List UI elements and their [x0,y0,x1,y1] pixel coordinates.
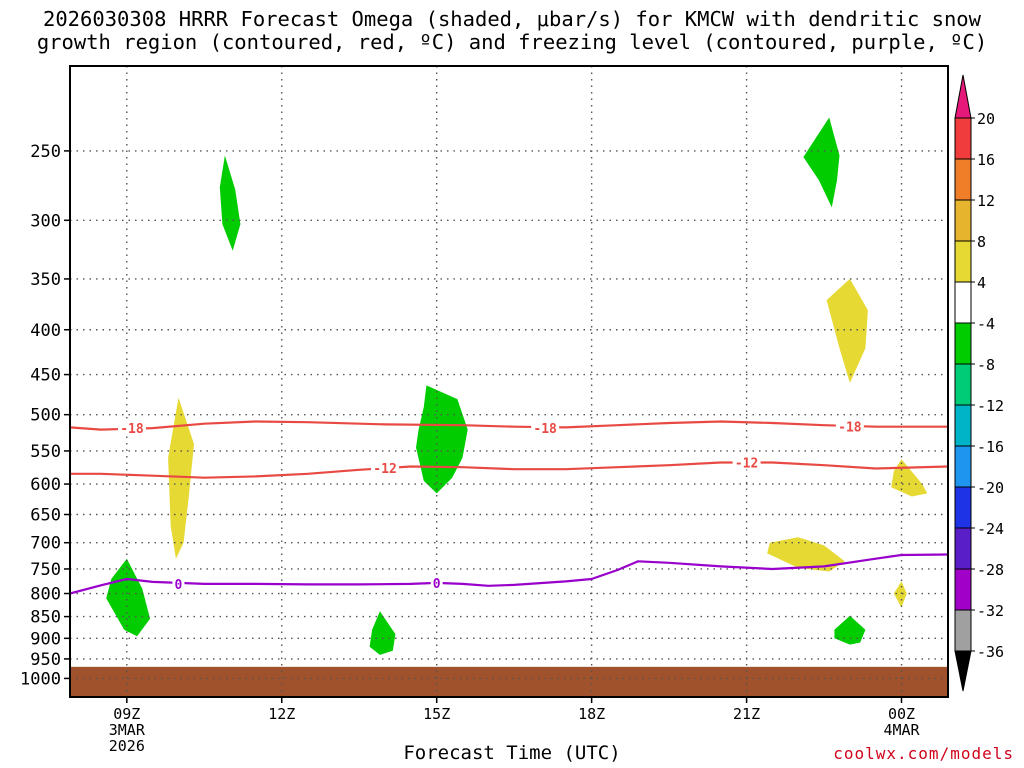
omega-pos-right-upper [826,278,868,383]
colorbar-label-12: 12 [977,192,995,210]
colorbar-segment--20--16 [954,445,972,488]
y-tick-label-400: 400 [30,321,61,341]
y-tick-label-300: 300 [30,211,61,231]
dendritic-minus12-label-1: -12 [735,457,758,472]
omega-upper-left [219,155,241,251]
y-tick-label-550: 550 [30,442,61,462]
dendritic-minus18-label-bg-0 [117,420,146,436]
colorbar-label-16: 16 [977,151,995,169]
y-tick-label-950: 950 [30,650,61,670]
colorbar-label--28: -28 [977,561,1004,579]
y-tick-label-450: 450 [30,366,61,386]
dendritic-minus18-label-1: -18 [533,422,557,437]
grid-lines [70,66,948,697]
colorbar-segment--32--28 [954,568,972,611]
y-tick-label-700: 700 [30,534,61,554]
colorbar-segment--8--4 [954,322,972,365]
x-axis-label: Forecast Time (UTC) [403,742,621,764]
dendritic-minus18-label-bg-1 [531,420,560,436]
omega-pos-right-lower [767,537,845,572]
colorbar-label-4: 4 [977,274,986,292]
axes: 2503003504004505005506006507007508008509… [20,65,949,755]
dendritic-minus18-line [69,420,948,431]
contour-lines: -18 -18 -18 -12 -12 0 0 [69,418,949,595]
colorbar-bottom-arrow [954,650,972,692]
y-tick-label-800: 800 [30,585,61,605]
y-tick-label-900: 900 [30,629,61,649]
x-tick-label-12Z: 12Z [268,705,295,723]
colorbar-label--36: -36 [977,643,1004,661]
x-tick-label-00Z: 00Z [888,705,915,723]
colorbar-label--24: -24 [977,520,1004,538]
freezing-level-label-1: 0 [433,577,441,592]
plot-area [70,66,948,697]
freezing-level-label-bg-0 [172,575,185,591]
dendritic-minus12-label-bg-1 [732,454,761,470]
dendritic-minus12-line [70,461,949,479]
site-credit[interactable]: coolwx.com/models [833,744,1014,763]
x-tick-label-21Z: 21Z [733,705,760,723]
colorbar-segment--16--12 [954,404,972,447]
colorbar-segment--28--24 [954,527,972,570]
colorbar-segment-12-16 [954,158,972,201]
y-tick-label-650: 650 [30,506,61,526]
y-tick-label-500: 500 [30,406,61,426]
x-tick-label-09Z: 09Z [113,705,140,723]
plot-frame [69,65,949,698]
colorbar-label--32: -32 [977,602,1004,620]
dendritic-minus18-label-2: -18 [838,421,862,436]
colorbar-segment--12--8 [954,363,972,406]
colorbar-label--16: -16 [977,438,1004,456]
ground-fill [70,666,948,697]
y-tick-label-250: 250 [30,142,61,162]
dendritic-minus18-label-bg-2 [835,418,864,434]
chart-title: 2026030308 HRRR Forecast Omega (shaded, … [0,8,1024,54]
colorbar-segment-16-20 [954,117,972,160]
omega-shading [106,117,928,655]
colorbar-top-arrow [954,74,972,119]
colorbar-segment--36--32 [954,609,972,652]
y-tick-label-350: 350 [30,270,61,290]
x-tick-label-18Z: 18Z [578,705,605,723]
dendritic-minus18-label-0: -18 [120,422,144,437]
title-line-1: 2026030308 HRRR Forecast Omega (shaded, … [43,7,981,31]
colorbar-segment--24--20 [954,486,972,529]
omega-low-right [834,615,866,645]
omega-pos-left [168,397,194,559]
ground-layer [70,666,948,697]
colorbar-label--4: -4 [977,315,995,333]
y-tick-label-600: 600 [30,475,61,495]
dendritic-minus12-label-0: -12 [373,462,396,477]
colorbar-label-20: 20 [977,110,995,128]
colorbar-label--12: -12 [977,397,1004,415]
colorbar-segment-4-8 [954,240,972,283]
y-tick-label-1000: 1000 [20,669,61,689]
freezing-level-label-0: 0 [175,578,183,593]
freezing-level-line [69,553,949,595]
omega-low-mid [369,611,396,655]
plot-background [70,66,948,697]
y-tick-label-850: 850 [30,608,61,628]
freezing-level-label-bg-1 [430,574,443,590]
colorbar-segment--4-4 [954,281,972,324]
colorbar-label--20: -20 [977,479,1004,497]
x-tick-date-00Z: 4MAR [883,721,920,739]
colorbar: 20 16 12 8 4 -4 -8 -12 -16 -20 -24 -28 -32 -36 [954,74,1004,692]
omega-pos-tiny [893,581,907,608]
x-tick-label-15Z: 15Z [423,705,450,723]
y-tick-label-750: 750 [30,560,61,580]
x-tick-year-09Z: 2026 [109,737,145,755]
title-line-2: growth region (contoured, red, ºC) and f… [36,30,988,54]
omega-lower-left [106,558,151,637]
colorbar-label-8: 8 [977,233,986,251]
x-tick-date-09Z: 3MAR [109,721,146,739]
omega-top-right [803,117,840,208]
dendritic-minus12-label-bg-0 [371,459,400,475]
colorbar-label--8: -8 [977,356,995,374]
colorbar-segment-8-12 [954,199,972,242]
